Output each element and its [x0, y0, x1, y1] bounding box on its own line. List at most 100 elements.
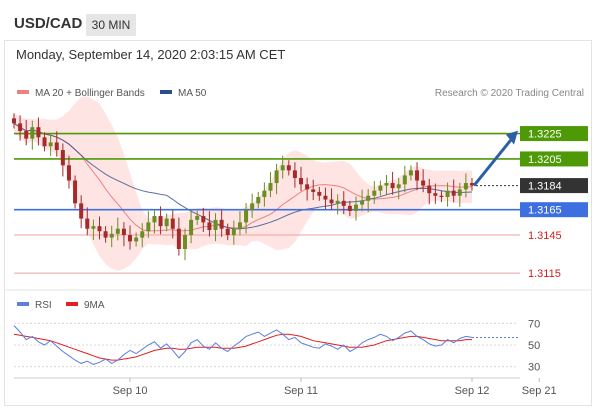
- current-price-label: 1.3184: [528, 181, 562, 193]
- candle-body: [164, 218, 169, 227]
- candle-body: [109, 233, 114, 238]
- candle-body: [79, 203, 84, 219]
- candle-body: [256, 197, 261, 204]
- candle-body: [341, 200, 346, 206]
- timestamp: Monday, September 14, 2020 2:03:15 AM CE…: [16, 47, 286, 62]
- resistance-label-1.3225: 1.3225: [528, 129, 562, 141]
- candle-body: [54, 142, 59, 151]
- candle-body: [280, 165, 285, 171]
- candle-body: [73, 180, 78, 204]
- candle-body: [372, 190, 377, 196]
- candle-body: [402, 175, 407, 185]
- candle-body: [323, 195, 328, 200]
- candle-body: [158, 216, 163, 227]
- candle-body: [286, 165, 291, 171]
- candle-body: [213, 219, 218, 230]
- target-arrow-shaft: [472, 137, 514, 187]
- candle-body: [292, 170, 297, 178]
- candle-body: [225, 228, 230, 236]
- candle-body: [396, 184, 401, 189]
- candle-body: [207, 222, 212, 230]
- chart-header: USD/CAD 30 MIN: [0, 0, 594, 38]
- candle-body: [305, 184, 310, 190]
- candle-body: [335, 200, 340, 204]
- candle-body: [353, 204, 358, 211]
- rsi-plot: 70 50 30: [13, 318, 540, 374]
- candle-body: [451, 190, 456, 196]
- candle-body: [463, 183, 468, 190]
- price-plot: 1.3225 1.3205 1.3184 1.3165 1.3145 1.3115: [12, 96, 588, 280]
- current-price-box: [520, 178, 588, 194]
- rsi-tick-30: 30: [528, 362, 540, 374]
- candle-body: [427, 185, 432, 194]
- candle-body: [384, 183, 389, 186]
- candle-body: [408, 170, 413, 176]
- candle-body: [268, 183, 273, 191]
- candle-body: [18, 123, 23, 132]
- legend-label-ma50: MA 50: [178, 88, 207, 99]
- support-box-1.3165: [520, 202, 588, 218]
- rsi-ma-line: [13, 333, 472, 361]
- candle-body: [378, 185, 383, 191]
- support-label-1.3165: 1.3165: [528, 205, 562, 217]
- candle-body: [91, 226, 96, 229]
- x-tick-label: Sep 21: [522, 385, 557, 397]
- candle-body: [329, 199, 334, 204]
- candle-body: [42, 137, 47, 147]
- candle-body: [219, 219, 224, 229]
- symbol-title: USD/CAD: [14, 15, 83, 32]
- rsi-tick-50: 50: [528, 340, 540, 352]
- candle-body: [121, 228, 126, 236]
- legend-label-9ma: 9MA: [84, 300, 105, 311]
- candle-body: [250, 203, 255, 210]
- legend-swatch-rsi: [17, 302, 29, 306]
- legend-label-ma20: MA 20 + Bollinger Bands: [35, 88, 145, 99]
- candle-body: [146, 222, 151, 232]
- rsi-line: [13, 325, 473, 365]
- candle-body: [366, 195, 371, 201]
- candle-body: [30, 127, 35, 139]
- candle-body: [85, 218, 90, 229]
- support-label-1.3115: 1.3115: [528, 268, 561, 280]
- resistance-label-1.3205: 1.3205: [528, 154, 562, 166]
- candle-body: [140, 231, 145, 238]
- candle-body: [360, 200, 365, 205]
- candle-body: [244, 209, 249, 223]
- candle-body: [347, 205, 352, 211]
- candle-body: [189, 219, 194, 236]
- candle-body: [115, 228, 120, 234]
- candle-body: [421, 180, 426, 186]
- time-axis: Sep 10 Sep 11 Sep 12 Sep 21: [113, 378, 557, 397]
- candle-body: [262, 190, 267, 197]
- candle-body: [470, 183, 474, 186]
- ma20-line: [13, 122, 473, 232]
- ma50-line: [13, 122, 473, 230]
- candle-body: [128, 235, 133, 242]
- timeframe-badge[interactable]: 30 MIN: [86, 14, 136, 36]
- rsi-tick-70: 70: [528, 318, 540, 330]
- candle-body: [176, 228, 181, 250]
- candle-body: [390, 183, 395, 189]
- legend-swatch-ma20: [17, 90, 29, 94]
- candle-body: [439, 195, 444, 197]
- candle-body: [433, 193, 438, 196]
- candle-body: [103, 231, 108, 238]
- bollinger-band: [14, 96, 472, 271]
- candle-body: [134, 237, 139, 242]
- candle-body: [317, 191, 322, 196]
- candle-body: [12, 118, 16, 124]
- legend-swatch-9ma: [66, 302, 78, 306]
- resistance-box-1.3225: [520, 126, 588, 142]
- candle-body: [237, 222, 242, 229]
- candle-body: [182, 235, 187, 250]
- candle-body: [48, 142, 53, 147]
- chart-panel: [4, 40, 592, 406]
- x-tick-label: Sep 12: [455, 385, 490, 397]
- credit-text: Research © 2020 Trading Central: [435, 88, 584, 99]
- legend-swatch-ma50: [160, 90, 172, 94]
- target-arrow-head: [506, 130, 518, 145]
- candle-body: [201, 216, 206, 223]
- x-tick-label: Sep 10: [113, 385, 148, 397]
- candle-body: [457, 189, 462, 196]
- candle-body: [274, 170, 279, 184]
